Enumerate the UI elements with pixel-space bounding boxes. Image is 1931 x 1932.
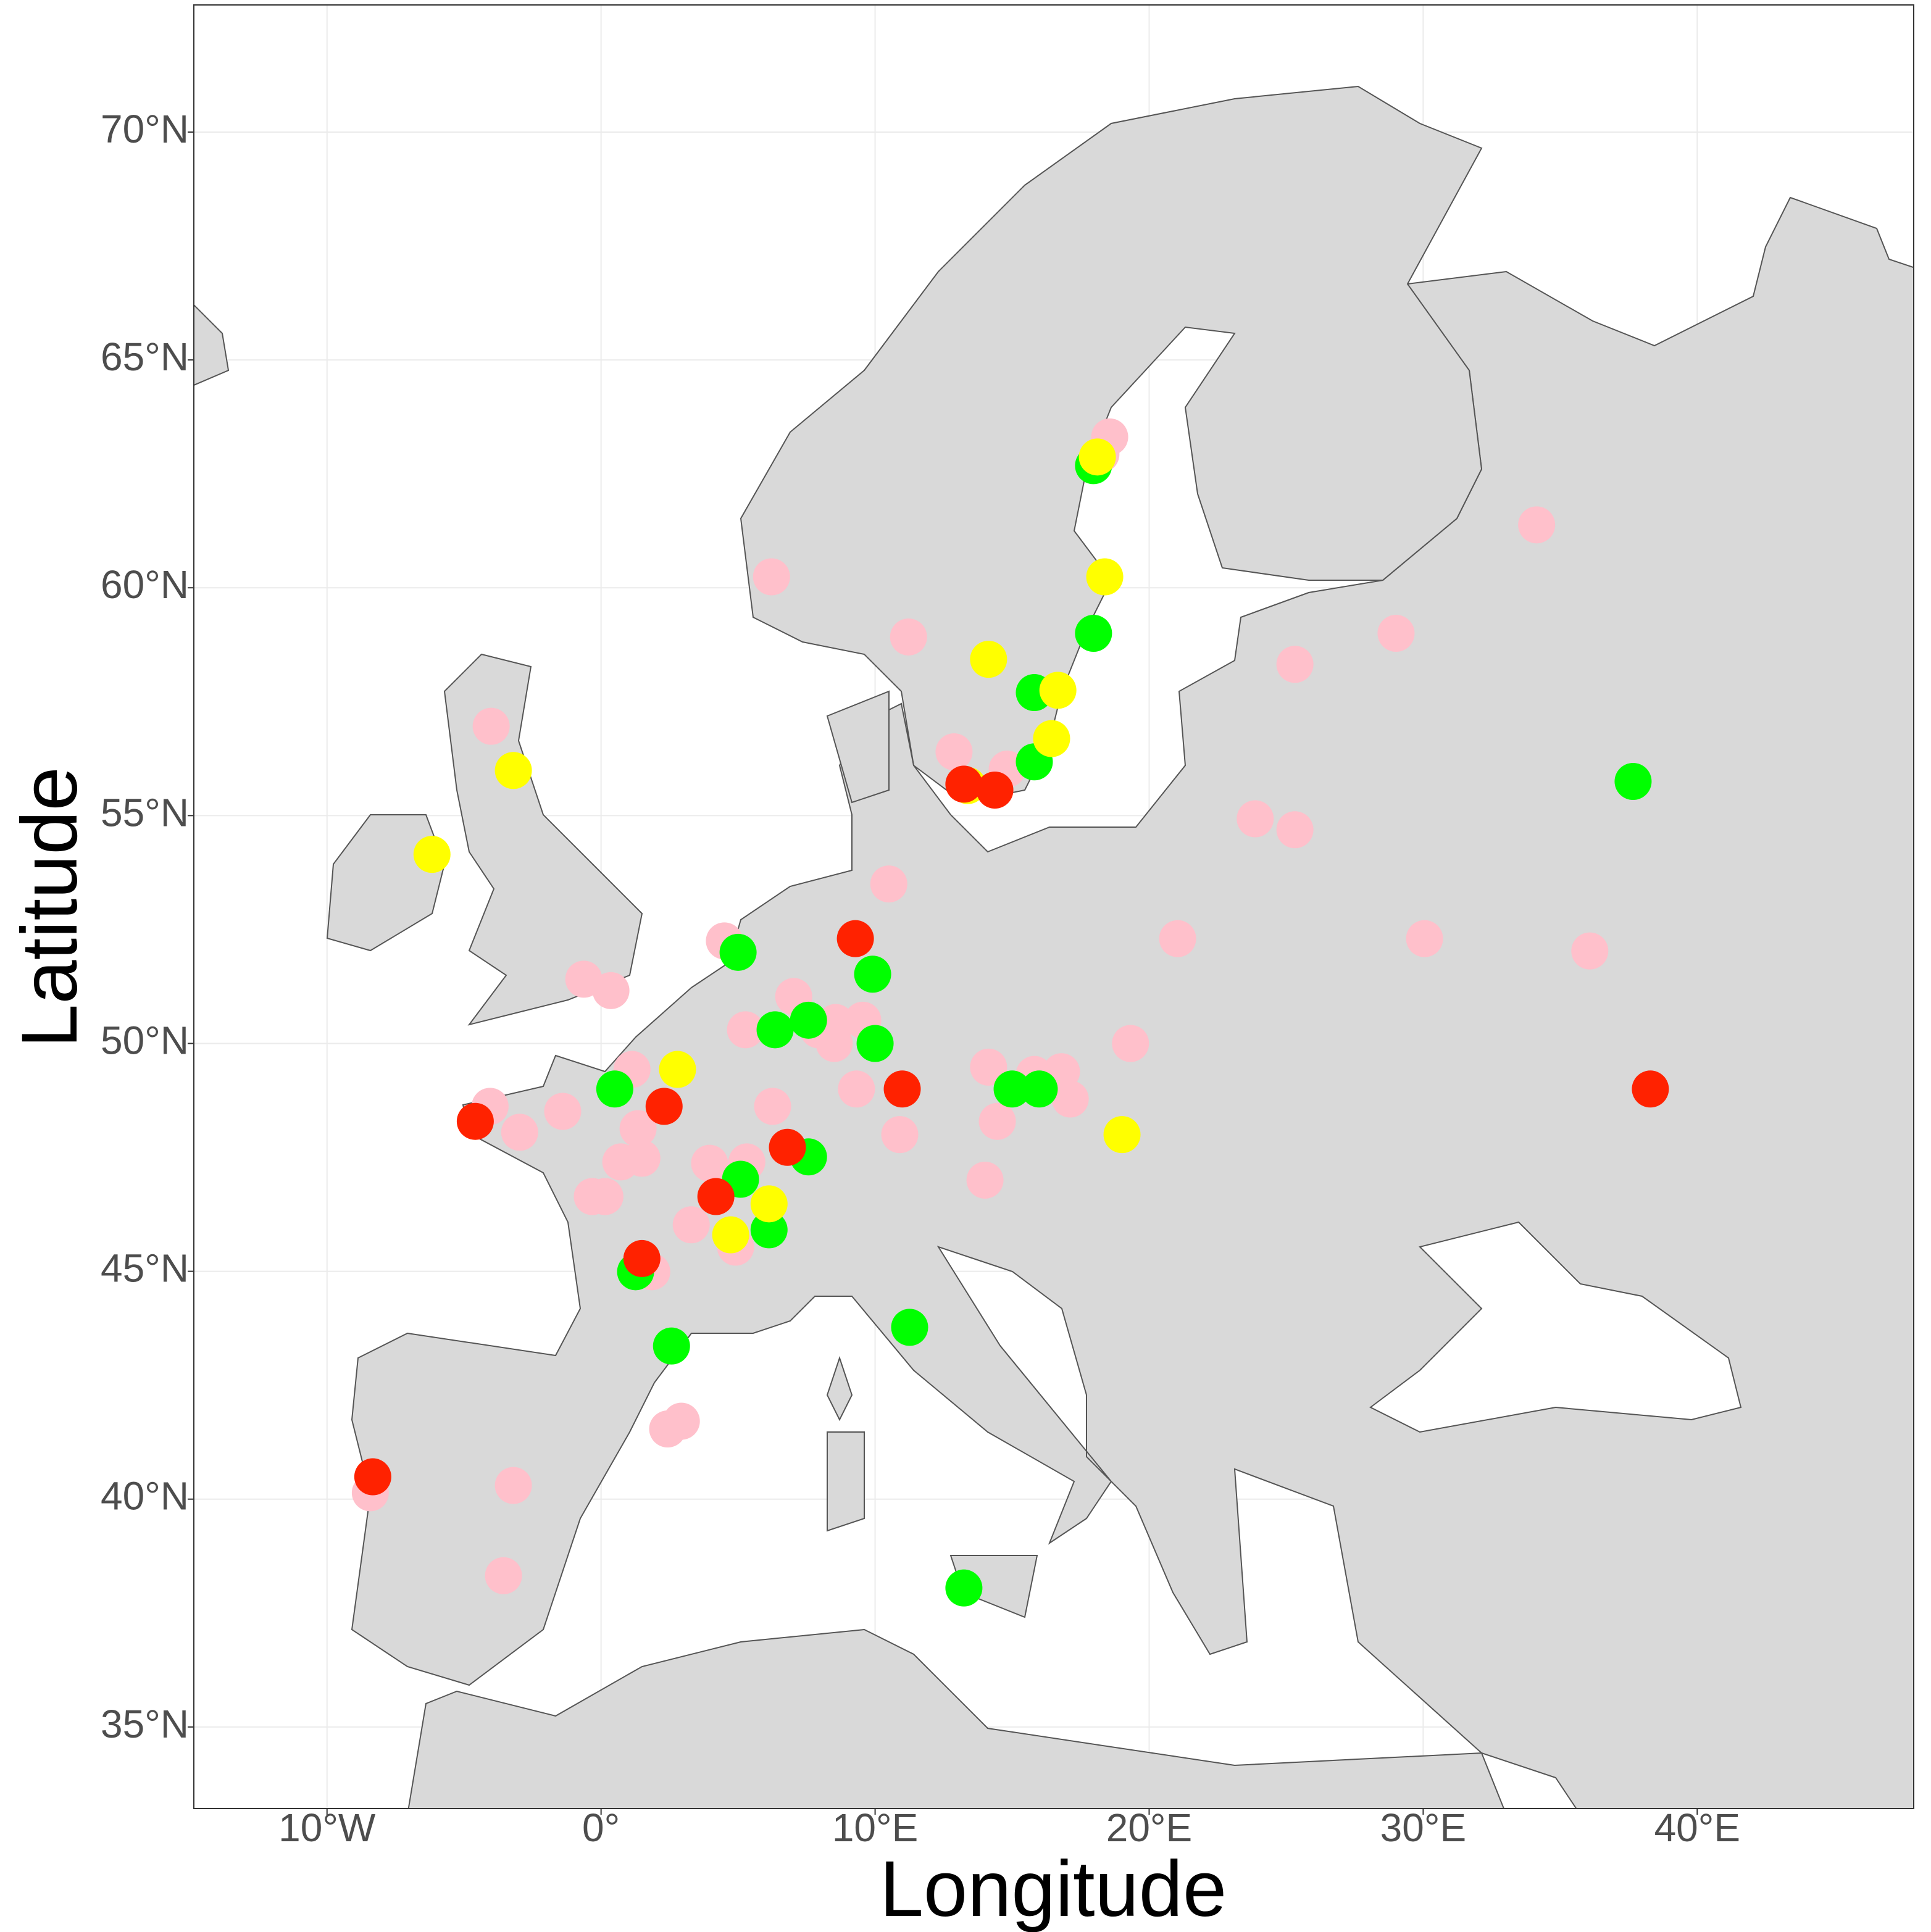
point — [719, 933, 757, 971]
point — [1033, 720, 1070, 757]
point — [727, 1011, 764, 1049]
point — [856, 1025, 894, 1062]
point — [945, 765, 983, 803]
y-tick-label: 40°N — [101, 1474, 189, 1518]
x-axis-title: Longitude — [880, 1845, 1227, 1932]
point — [970, 1048, 1007, 1086]
point — [619, 1110, 657, 1147]
point — [1406, 920, 1443, 957]
point — [1614, 762, 1652, 800]
panel-border — [193, 4, 1914, 1809]
x-tick-label: 10°W — [278, 1805, 376, 1850]
point — [1086, 558, 1124, 596]
point — [1518, 506, 1556, 544]
point — [976, 772, 1014, 809]
point — [753, 558, 790, 596]
y-tick-label: 55°N — [101, 790, 189, 835]
point — [494, 752, 532, 789]
point — [472, 707, 510, 745]
point — [815, 1025, 853, 1062]
point — [544, 1093, 582, 1130]
point — [1075, 615, 1112, 652]
x-tick-label: 0° — [582, 1805, 620, 1850]
basemap — [194, 85, 1914, 1809]
point — [883, 1070, 921, 1108]
y-tick-label: 65°N — [101, 335, 189, 379]
point — [1112, 1025, 1149, 1062]
point — [1276, 811, 1314, 849]
point — [623, 1139, 661, 1177]
y-axis-title: Latitude — [6, 767, 94, 1048]
point — [836, 920, 874, 957]
point — [790, 1001, 827, 1039]
x-tick-label: 40°E — [1654, 1805, 1740, 1850]
point — [750, 1211, 788, 1249]
x-tick-label: 20°E — [1106, 1805, 1192, 1850]
point — [494, 1467, 532, 1504]
point — [586, 1178, 624, 1215]
point — [672, 1206, 710, 1244]
labels: Longitude Latitude 10°W 0° 10°E 20°E 30°E 40°… — [6, 107, 1740, 1932]
scandinavia — [740, 85, 1483, 804]
point — [756, 1011, 794, 1049]
point — [485, 1557, 522, 1594]
x-tick-label: 10°E — [832, 1805, 918, 1850]
point — [645, 1088, 683, 1125]
y-tick-label: 45°N — [101, 1246, 189, 1291]
point — [691, 1144, 728, 1182]
point — [1237, 800, 1274, 838]
iceland — [194, 304, 230, 386]
corsica — [826, 1355, 853, 1422]
point — [1078, 438, 1116, 476]
point — [354, 1458, 391, 1496]
point — [592, 972, 630, 1009]
point — [769, 1128, 806, 1166]
point — [838, 1070, 875, 1108]
point — [890, 618, 927, 656]
black-sea — [1369, 1221, 1742, 1433]
point — [978, 1102, 1016, 1140]
point — [1571, 932, 1609, 970]
y-tick-label: 60°N — [101, 562, 189, 607]
point — [970, 641, 1007, 678]
point — [945, 1569, 983, 1607]
point — [413, 836, 451, 873]
denmark — [826, 690, 890, 804]
point — [1276, 646, 1314, 683]
point — [966, 1161, 1004, 1199]
point — [1377, 615, 1415, 652]
point — [754, 1088, 791, 1125]
point — [501, 1114, 538, 1151]
point — [1159, 920, 1196, 957]
points — [351, 418, 1669, 1607]
point — [456, 1102, 494, 1140]
y-tick-label: 35°N — [101, 1702, 189, 1746]
point — [697, 1178, 735, 1215]
y-tick-label: 50°N — [101, 1018, 189, 1062]
point — [1103, 1116, 1141, 1154]
point — [993, 1070, 1031, 1108]
point — [750, 1185, 788, 1223]
point — [712, 1216, 749, 1254]
point — [1632, 1070, 1669, 1108]
point — [881, 1116, 919, 1154]
point — [662, 1402, 700, 1440]
sardinia — [827, 1431, 865, 1532]
point — [935, 733, 973, 770]
x-tick-label: 30°E — [1380, 1805, 1466, 1850]
point — [1051, 1080, 1089, 1118]
point — [1039, 672, 1077, 709]
point — [596, 1070, 633, 1108]
point — [891, 1309, 928, 1346]
point — [870, 865, 907, 903]
point — [623, 1239, 661, 1277]
point — [659, 1051, 696, 1088]
point — [854, 956, 891, 993]
y-tick-label: 70°N — [101, 107, 189, 151]
point — [653, 1327, 690, 1365]
africa — [407, 1628, 1505, 1809]
point — [1020, 1070, 1058, 1108]
